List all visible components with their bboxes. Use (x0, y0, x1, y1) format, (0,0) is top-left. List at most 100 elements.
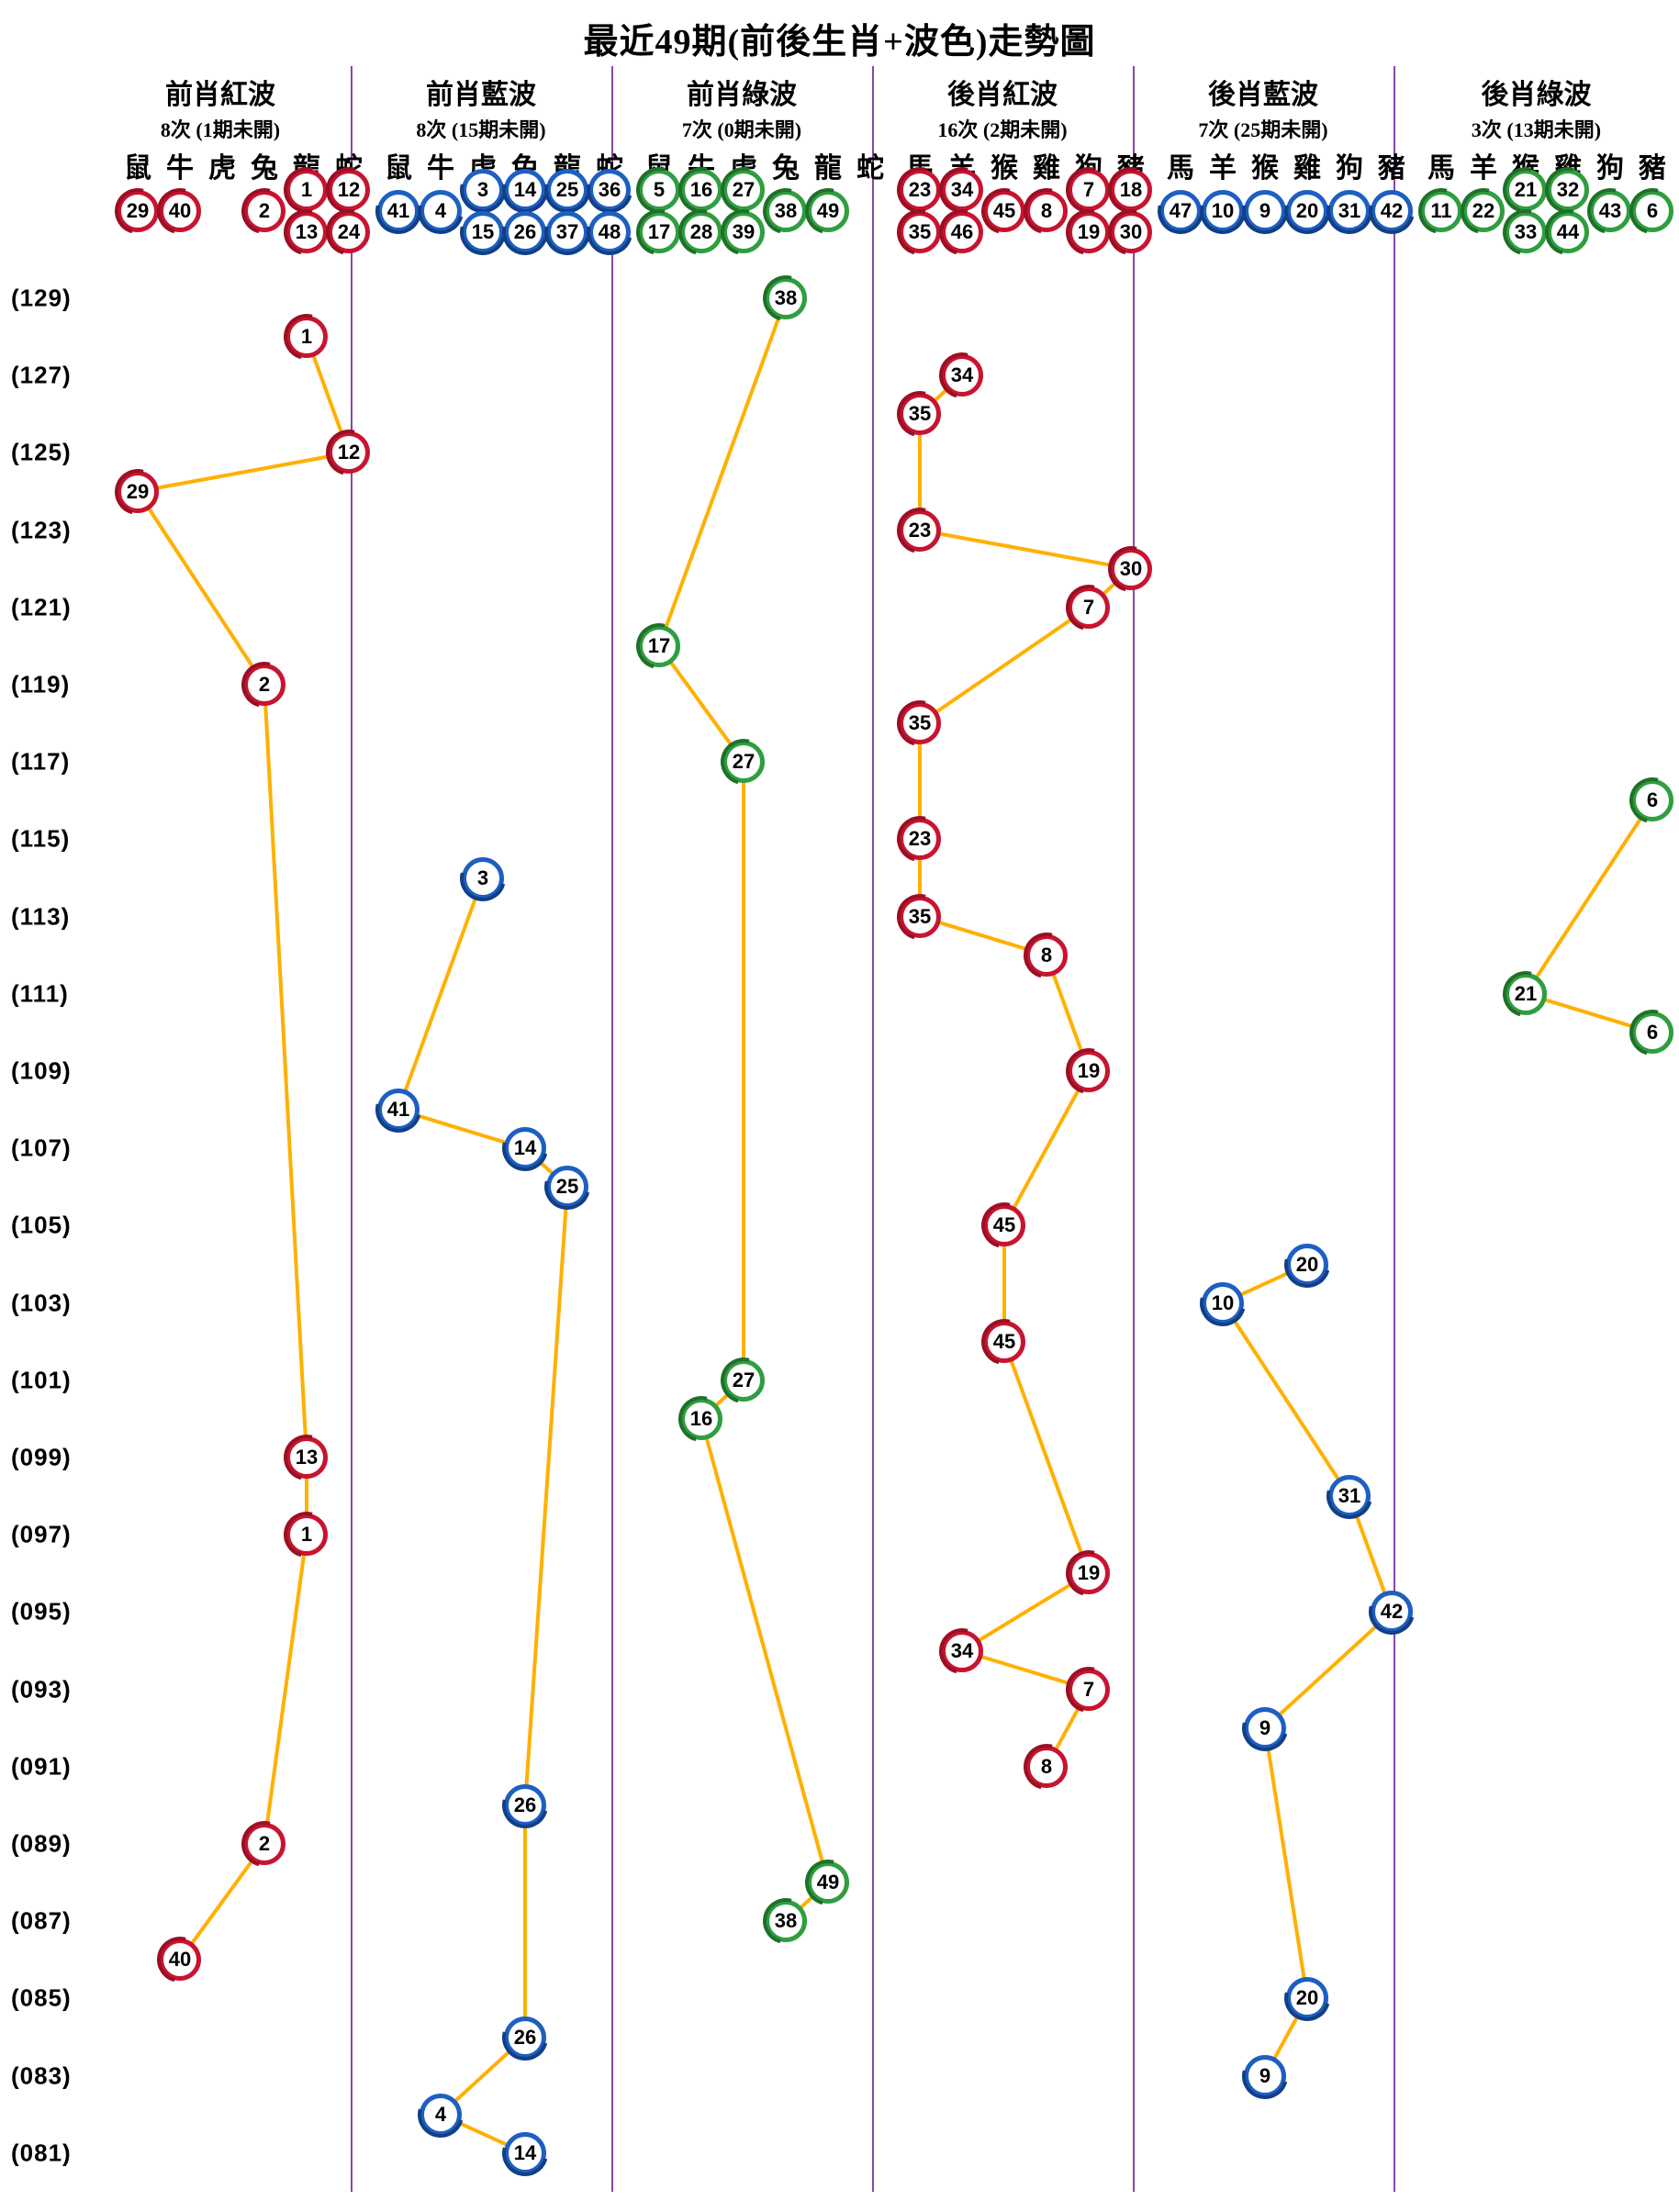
period-label: (119) (11, 670, 71, 698)
zodiac-label: 雞 (1033, 153, 1060, 184)
draw-ball: 31 (1328, 1475, 1371, 1518)
header-ball: 38 (765, 190, 807, 232)
period-label: (081) (11, 2139, 72, 2167)
draw-ball: 1 (285, 1514, 328, 1557)
header-ball: 34 (941, 169, 983, 211)
zodiac-label: 蛇 (856, 153, 884, 184)
column-title: 後肖藍波 (1208, 80, 1318, 110)
header-ball: 47 (1159, 190, 1202, 232)
column-divider (1133, 66, 1135, 2192)
draw-ball: 42 (1371, 1591, 1413, 1634)
header-ball: 21 (1505, 169, 1547, 211)
draw-ball: 34 (941, 1629, 983, 1672)
column-stats: 16次 (2期未開) (937, 118, 1068, 141)
draw-ball: 20 (1286, 1243, 1328, 1286)
header-ball: 20 (1286, 190, 1328, 232)
header-ball: 40 (159, 190, 201, 232)
draw-ball: 35 (899, 702, 941, 745)
draw-ball: 20 (1286, 1977, 1328, 2020)
column-stats: 7次 (0期未開) (681, 118, 802, 141)
header-ball: 3 (462, 169, 504, 211)
zodiac-label: 豬 (1639, 153, 1666, 184)
period-label: (123) (11, 516, 72, 544)
zodiac-label: 羊 (1209, 153, 1237, 184)
zodiac-label: 狗 (1336, 153, 1363, 184)
zodiac-label: 豬 (1378, 153, 1405, 184)
zodiac-label: 鼠 (385, 153, 412, 184)
column-divider (611, 66, 613, 2192)
period-label: (093) (11, 1675, 72, 1704)
draw-ball: 10 (1202, 1281, 1244, 1324)
zodiac-label: 虎 (208, 153, 236, 184)
column-divider (872, 66, 874, 2192)
period-label: (089) (11, 1829, 72, 1858)
draw-ball: 45 (983, 1320, 1025, 1363)
period-label: (105) (11, 1211, 72, 1239)
header-ball: 6 (1631, 190, 1673, 232)
header-ball: 39 (722, 211, 765, 253)
header-ball: 27 (722, 169, 765, 211)
header-ball: 42 (1371, 190, 1413, 232)
zodiac-label: 兔 (251, 153, 278, 184)
column-stats: 8次 (15期未開) (416, 118, 546, 141)
header-ball: 18 (1110, 169, 1152, 211)
header-ball: 48 (588, 211, 631, 253)
period-label: (091) (11, 1752, 72, 1781)
draw-ball: 7 (1068, 586, 1110, 629)
zodiac-label: 龍 (814, 153, 842, 184)
period-label: (087) (11, 1906, 72, 1935)
draw-ball: 2 (243, 664, 285, 706)
column-title: 後肖綠波 (1481, 80, 1592, 110)
draw-ball: 16 (680, 1397, 722, 1440)
draw-ball: 40 (159, 1938, 201, 1982)
trend-line (397, 876, 569, 2155)
header-ball: 23 (899, 169, 941, 211)
draw-ball: 27 (722, 1358, 765, 1402)
header-ball: 46 (941, 211, 983, 253)
header-ball: 33 (1505, 211, 1547, 253)
draw-ball: 35 (899, 393, 941, 436)
draw-ball: 29 (117, 470, 159, 513)
header-ball: 7 (1068, 169, 1110, 211)
period-label: (113) (11, 902, 71, 931)
column-title: 前肖藍波 (426, 80, 536, 110)
header-ball: 29 (117, 190, 159, 232)
header-ball: 26 (504, 211, 546, 253)
period-label: (117) (11, 747, 71, 776)
header-ball: 10 (1202, 190, 1244, 232)
header-ball: 37 (546, 211, 588, 253)
period-label: (097) (11, 1520, 72, 1548)
draw-ball: 30 (1110, 547, 1152, 590)
period-label: (085) (11, 1983, 72, 2012)
trend-line (136, 335, 351, 1962)
period-label: (083) (11, 2061, 72, 2090)
header-ball: 24 (328, 211, 370, 253)
draw-ball: 19 (1068, 1552, 1110, 1595)
header-ball: 14 (504, 169, 546, 211)
column-stats: 8次 (1期未開) (160, 118, 281, 141)
header-ball: 44 (1547, 211, 1589, 253)
draw-ball: 41 (377, 1089, 420, 1132)
draw-ball: 38 (765, 277, 807, 319)
draw-ball: 7 (1068, 1668, 1110, 1711)
column-divider (351, 66, 353, 2192)
column-title: 前肖紅波 (165, 80, 275, 110)
header-ball: 31 (1328, 190, 1371, 232)
draw-ball: 4 (420, 2093, 462, 2136)
period-label: (101) (11, 1366, 72, 1394)
period-label: (095) (11, 1597, 72, 1625)
draw-ball: 6 (1631, 779, 1673, 822)
draw-ball: 17 (638, 624, 680, 667)
header-ball: 4 (420, 190, 462, 232)
period-label: (107) (11, 1134, 72, 1162)
draw-ball: 26 (504, 2016, 546, 2059)
draw-ball: 23 (899, 818, 941, 861)
period-label: (111) (11, 979, 69, 1008)
zodiac-label: 牛 (427, 153, 454, 184)
column-title: 後肖紅波 (947, 80, 1058, 110)
draw-ball: 27 (722, 741, 765, 784)
draw-ball: 2 (243, 1823, 285, 1865)
header-ball: 32 (1547, 169, 1589, 211)
header-ball: 15 (462, 211, 504, 253)
